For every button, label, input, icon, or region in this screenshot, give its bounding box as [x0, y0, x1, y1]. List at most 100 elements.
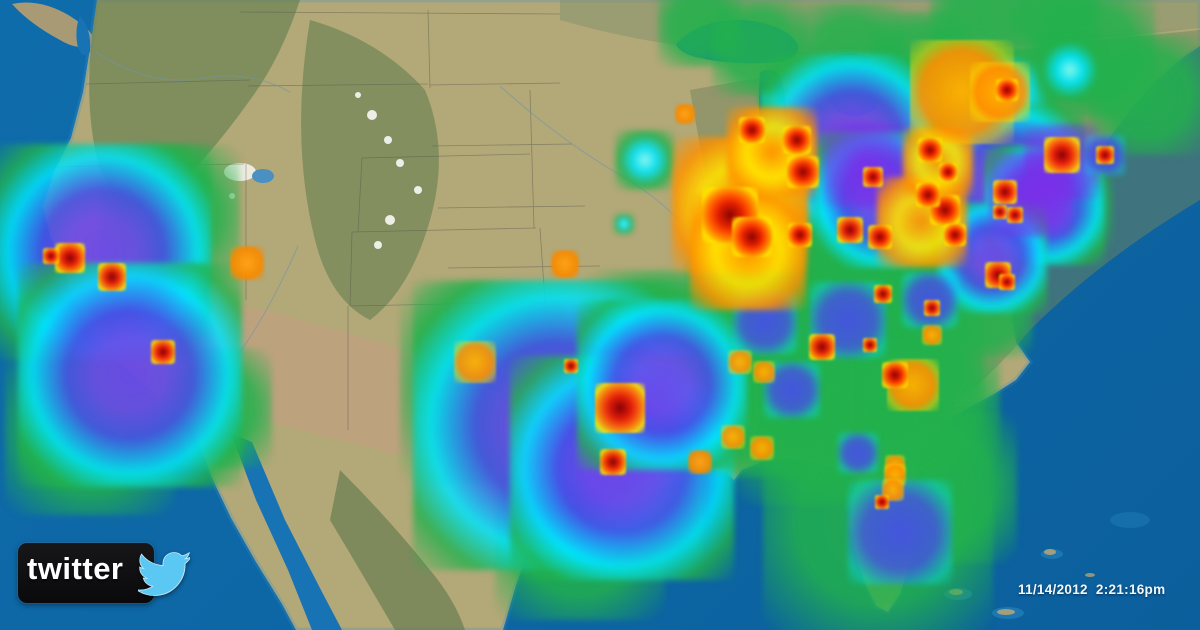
heat-blob-hot [151, 340, 175, 364]
heat-blob-green [495, 450, 665, 620]
heat-blob-cool [930, 104, 1086, 260]
heat-blob-green [1088, 35, 1200, 155]
heat-blob-low [758, 86, 786, 114]
heat-blob-green [875, 232, 975, 332]
heat-blob-hot [787, 156, 819, 188]
heat-blob-hot [564, 359, 578, 373]
heat-blob-omass [887, 359, 939, 411]
heat-blob-odot [230, 246, 264, 280]
heat-blob-green [585, 270, 735, 420]
heat-blob-green [100, 145, 240, 285]
heat-blob-low [962, 47, 1058, 143]
heat-blob-hot [809, 334, 835, 360]
heat-blob-hot [993, 205, 1007, 219]
heat-blob-green [763, 407, 993, 630]
heat-blob-blue [810, 282, 886, 358]
heat-blob-green [152, 348, 272, 468]
heat-blob-hot [875, 495, 889, 509]
heat-blob-hot [783, 126, 811, 154]
heat-blob-cool [814, 132, 950, 268]
vancouver-island [12, 2, 96, 48]
heat-blob-omass [885, 455, 905, 475]
heat-blob-green [860, 332, 1000, 472]
heat-blob-omass [750, 436, 774, 460]
great-salt-lake [252, 169, 274, 183]
heat-blob-hot [863, 167, 883, 187]
heat-blob-warm [690, 194, 806, 310]
heat-blob-blue [848, 480, 952, 584]
heat-blob-hot [1007, 207, 1023, 223]
heat-blob-hot [600, 449, 626, 475]
heat-blob-hot [918, 138, 942, 162]
heat-blob-omass [728, 350, 752, 374]
heat-blob-hot [999, 274, 1015, 290]
heat-blob-odot [551, 250, 579, 278]
heat-blob-hot [939, 163, 957, 181]
heat-blob-purple [823, 123, 907, 207]
heat-blob-green [870, 12, 970, 112]
gulf-of-california [228, 432, 342, 630]
heat-blob-purple [988, 153, 1072, 237]
heat-blob-green [658, 0, 742, 67]
heat-blob-omass [721, 425, 745, 449]
heat-blob-green [673, 307, 843, 477]
heat-blob-cool [937, 203, 1047, 313]
heat-blob-low [615, 130, 675, 190]
heat-blob-hot [1044, 137, 1080, 173]
heat-blob-green [400, 285, 600, 485]
heat-blob-omass [882, 479, 904, 501]
heat-blob-hot [1096, 146, 1114, 164]
heat-blob-green [685, 225, 895, 435]
heat-blob-hot [98, 263, 126, 291]
heat-blob-green [712, 0, 808, 96]
heat-blob-omass [454, 341, 496, 383]
heat-blob-blue [733, 290, 797, 354]
heat-blob-hot [55, 243, 85, 273]
heat-blob-green [795, 3, 905, 113]
heat-blob-hot [944, 224, 966, 246]
heat-blob-cool [985, 145, 1105, 265]
heat-blob-odot [675, 104, 695, 124]
heat-blob-omass [910, 40, 1014, 144]
heat-blob-hot [874, 285, 892, 303]
heat-blob-green [930, 0, 1030, 72]
heat-blob-hot [930, 195, 960, 225]
heat-blob-hot [739, 117, 765, 143]
heat-blob-hot [702, 187, 758, 243]
heat-blob-green [813, 267, 983, 437]
heat-blob-omass [922, 325, 942, 345]
timestamp: 11/14/2012 2:21:16pm [1018, 582, 1166, 597]
heat-blob-hot [996, 79, 1018, 101]
heat-blob-odot [688, 450, 712, 474]
heat-blob-blue [1085, 135, 1125, 175]
heat-blob-hot [595, 383, 645, 433]
heat-blob-low [1037, 37, 1103, 103]
heat-blob-hot [993, 180, 1017, 204]
heat-blob-green [1023, 162, 1113, 252]
heat-blob-green [773, 215, 943, 385]
heat-blob-cool [577, 300, 747, 470]
heat-blob-hot [837, 217, 863, 243]
heat-blob-green [812, 198, 932, 318]
heat-blob-hot [788, 223, 812, 247]
heat-blob-warm [877, 177, 967, 267]
heat-blob-cool [18, 263, 242, 487]
heat-blob-hot [43, 248, 59, 264]
heat-blob-cool [413, 280, 703, 570]
heat-blob-omass [884, 464, 906, 486]
heat-blob-hot [985, 262, 1011, 288]
heat-blob-warm [727, 107, 817, 197]
heat-blob-warm [903, 127, 973, 197]
puget-sound [76, 16, 91, 56]
heat-blob-hot [868, 225, 892, 249]
heat-blob-warm [672, 137, 808, 273]
heat-blob-omass [753, 361, 775, 383]
twitter-logo-badge: twitter [18, 543, 154, 603]
heat-blob-green [5, 345, 175, 515]
heat-blob-omass [970, 62, 1030, 122]
heat-blob-cool [510, 356, 734, 580]
heat-blob-blue [764, 362, 820, 418]
heat-blob-green [943, 267, 1033, 357]
